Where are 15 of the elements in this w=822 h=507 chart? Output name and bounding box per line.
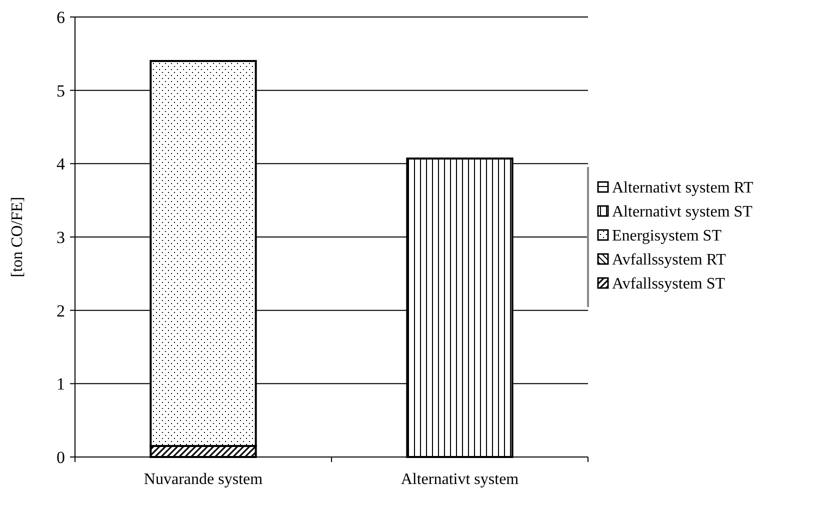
- y-tick-label: 2: [56, 301, 65, 320]
- y-tick-label: 4: [56, 154, 66, 174]
- y-tick-label: 6: [56, 8, 65, 27]
- y-tick-label: 5: [56, 81, 65, 100]
- legend-label: Avfallssystem ST: [612, 276, 726, 293]
- y-tick-label: 0: [56, 448, 65, 467]
- x-tick-label: Alternativt system: [400, 471, 520, 488]
- y-axis-title: [ton CO/FE]: [9, 196, 26, 278]
- x-tick-label: Nuvarande system: [144, 471, 264, 488]
- legend-label: Alternativt system RT: [612, 180, 754, 197]
- legend-label: Alternativt system ST: [612, 204, 753, 221]
- y-tick-label: 3: [56, 228, 65, 247]
- y-tick-label: 1: [56, 374, 65, 394]
- legend-label: Energisystem ST: [612, 228, 722, 245]
- legend-label: Avfallssystem RT: [612, 252, 726, 269]
